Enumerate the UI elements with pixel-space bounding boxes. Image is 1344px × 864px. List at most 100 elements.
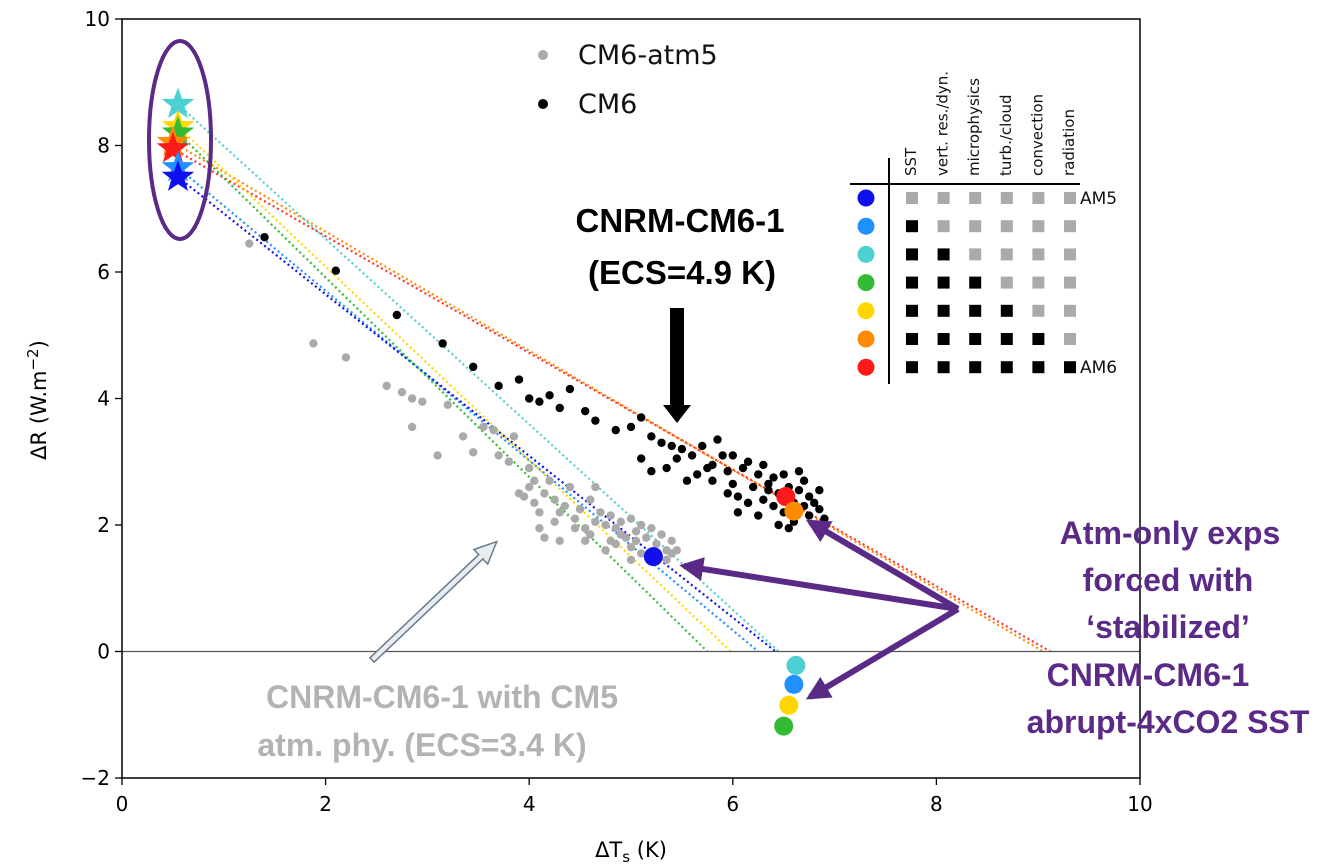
table-column-header: radiation	[1060, 109, 1078, 176]
star-marker	[161, 160, 195, 191]
regression-line	[177, 132, 709, 653]
data-point	[743, 498, 753, 508]
x-axis-label: ΔTs (K)	[595, 838, 667, 864]
atm-only-annotation: Atm-only exps forced with ‘stabilized’ C…	[1027, 515, 1310, 740]
table-column-header: vert. res./dyn.	[934, 71, 952, 176]
table-cell	[937, 248, 950, 261]
data-point	[774, 520, 783, 530]
data-point	[713, 435, 722, 444]
data-point	[636, 413, 646, 422]
data-point	[769, 473, 778, 482]
table-column-header: microphysics	[965, 78, 983, 176]
data-point	[682, 476, 692, 485]
x-axis-ticks: 0 2 4 6 8 10	[116, 778, 1153, 816]
table-cell	[906, 333, 918, 345]
data-point	[764, 486, 773, 495]
data-point	[443, 400, 452, 410]
data-point	[759, 460, 768, 470]
regression-line	[177, 166, 759, 653]
data-point	[723, 467, 732, 476]
data-point	[586, 495, 595, 504]
purple-arrow-to-orange	[805, 519, 960, 612]
data-point	[662, 555, 671, 564]
table-row-color	[857, 302, 875, 320]
purple-arrow-to-cyan	[805, 606, 960, 700]
data-point	[530, 498, 539, 508]
data-point	[815, 486, 824, 495]
data-point	[657, 530, 666, 539]
data-point	[407, 422, 417, 432]
data-point	[555, 508, 564, 517]
x-tick-label: 6	[726, 792, 739, 816]
cm5-annotation-line2: atm. phy. (ECS=3.4 K)	[257, 727, 586, 763]
table-row-color	[857, 358, 875, 376]
table-cell	[969, 304, 982, 317]
table-cell	[1000, 361, 1013, 374]
table-cell	[906, 192, 918, 204]
data-point	[698, 441, 707, 451]
stars-ellipse	[147, 39, 213, 241]
data-point	[397, 387, 407, 397]
data-point	[647, 432, 656, 441]
data-point	[728, 479, 737, 489]
table-cell	[1064, 192, 1076, 204]
table-cell	[906, 248, 918, 261]
data-point	[331, 266, 340, 275]
legend-marker-cm6-atm5	[538, 50, 548, 60]
data-point	[535, 523, 544, 533]
atm-only-line2: forced with	[1083, 562, 1254, 598]
data-point	[626, 422, 636, 432]
data-point	[555, 403, 564, 413]
regression-line	[177, 125, 732, 653]
table-cell	[1032, 333, 1045, 345]
data-point	[509, 432, 519, 441]
data-point	[560, 501, 570, 511]
data-point	[677, 444, 687, 454]
data-point	[642, 533, 651, 542]
table-cell	[1000, 220, 1013, 233]
y-axis-label: ΔR (W.m−2)	[24, 340, 51, 460]
data-point	[611, 539, 620, 549]
data-point	[525, 463, 534, 473]
y-tick-label: 2	[97, 513, 110, 537]
data-point	[784, 523, 793, 533]
data-point	[759, 495, 768, 504]
data-point	[647, 467, 656, 476]
data-point	[804, 492, 814, 501]
regression-line	[177, 103, 780, 653]
colored-circle-markers	[643, 487, 806, 736]
data-point	[626, 542, 636, 552]
table-cell	[1032, 361, 1045, 374]
data-point	[519, 492, 529, 501]
data-point	[407, 394, 417, 403]
cm5-up-arrow	[368, 540, 499, 664]
table-cell	[1064, 220, 1076, 233]
table-cell	[1032, 248, 1045, 261]
y-tick-label: 4	[97, 387, 110, 411]
data-point	[565, 384, 575, 394]
x-tick-label: 0	[116, 792, 129, 816]
table-cell	[937, 192, 950, 204]
atm-only-line4: CNRM-CM6-1	[1047, 657, 1250, 693]
data-point	[494, 451, 503, 460]
table-row-color	[857, 274, 875, 292]
data-point	[469, 448, 478, 457]
y-tick-label: 8	[97, 134, 110, 158]
data-point	[535, 397, 544, 406]
table-cell	[1000, 304, 1013, 317]
y-tick-label: 10	[85, 7, 110, 31]
data-point	[804, 511, 814, 520]
data-point	[692, 470, 702, 479]
y-tick-label: −2	[81, 766, 110, 790]
data-point	[779, 470, 788, 479]
data-point	[626, 555, 636, 564]
table-row-color	[857, 330, 875, 348]
table-cell	[937, 304, 950, 317]
data-point	[580, 523, 590, 533]
data-point	[575, 504, 585, 514]
data-point	[647, 523, 656, 533]
star-marker	[161, 87, 195, 119]
data-point	[570, 514, 580, 523]
table-cell	[969, 248, 982, 261]
